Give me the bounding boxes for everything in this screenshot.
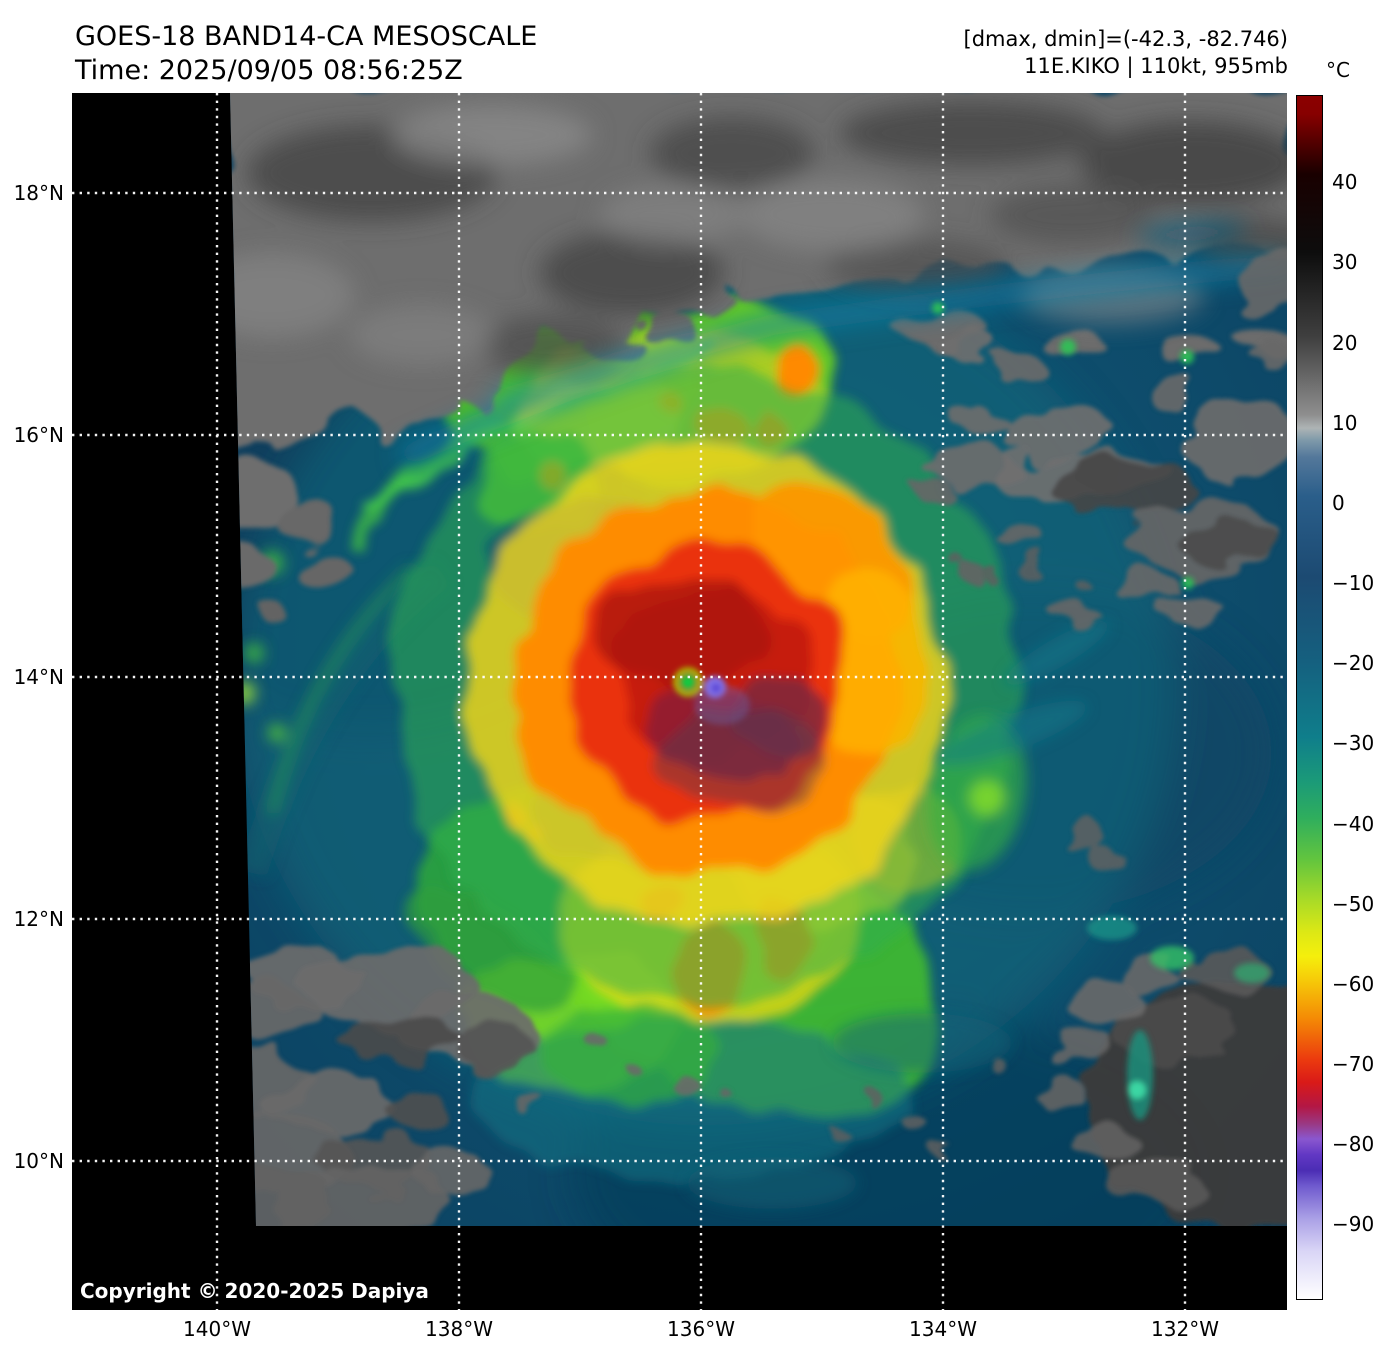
longitude-tick-label: 140°W — [183, 1317, 251, 1341]
colorbar-tick-label: −80 — [1332, 1132, 1375, 1156]
longitude-tick-label: 134°W — [909, 1317, 977, 1341]
colorbar-tick-label: −70 — [1332, 1052, 1375, 1076]
latitude-tick-label: 16°N — [13, 423, 64, 447]
map-plot-area: Copyright © 2020-2025 Dapiya — [72, 93, 1287, 1310]
latitude-tick-label: 14°N — [13, 665, 64, 689]
copyright-text: Copyright © 2020-2025 Dapiya — [80, 1279, 429, 1303]
colorbar-tick-label: 0 — [1332, 491, 1345, 515]
dmax-dmin-annotation: [dmax, dmin]=(-42.3, -82.746) — [963, 27, 1288, 51]
colorbar-tick-label: −90 — [1332, 1212, 1375, 1236]
colorbar-tick-label: −10 — [1332, 571, 1375, 595]
colorbar-tick-label: −40 — [1332, 812, 1375, 836]
colorbar-tick-label: 30 — [1332, 250, 1358, 274]
timestamp: Time: 2025/09/05 08:56:25Z — [75, 55, 463, 86]
longitude-tick-label: 132°W — [1151, 1317, 1219, 1341]
colorbar — [1296, 95, 1323, 1300]
latitude-tick-label: 12°N — [13, 907, 64, 931]
latitude-tick-label: 10°N — [13, 1149, 64, 1173]
colorbar-tick-label: 10 — [1332, 411, 1358, 435]
storm-annotation: 11E.KIKO | 110kt, 955mb — [1024, 54, 1288, 78]
longitude-tick-label: 136°W — [667, 1317, 735, 1341]
colorbar-tick-label: 20 — [1332, 331, 1358, 355]
colorbar-tick-label: −50 — [1332, 892, 1375, 916]
colorbar-tick-label: −20 — [1332, 651, 1375, 675]
annotation-block: [dmax, dmin]=(-42.3, -82.746) 11E.KIKO |… — [964, 26, 1288, 80]
title-block: GOES-18 BAND14-CA MESOSCALE Time: 2025/0… — [75, 20, 537, 88]
colorbar-tick-label: −60 — [1332, 972, 1375, 996]
colorbar-unit-label: °C — [1326, 58, 1350, 82]
colorbar-tick-label: 40 — [1332, 170, 1358, 194]
page-title: GOES-18 BAND14-CA MESOSCALE — [75, 21, 538, 52]
latitude-tick-label: 18°N — [13, 181, 64, 205]
colorbar-tick-label: −30 — [1332, 731, 1375, 755]
longitude-tick-label: 138°W — [425, 1317, 493, 1341]
satellite-scene — [72, 93, 1287, 1310]
